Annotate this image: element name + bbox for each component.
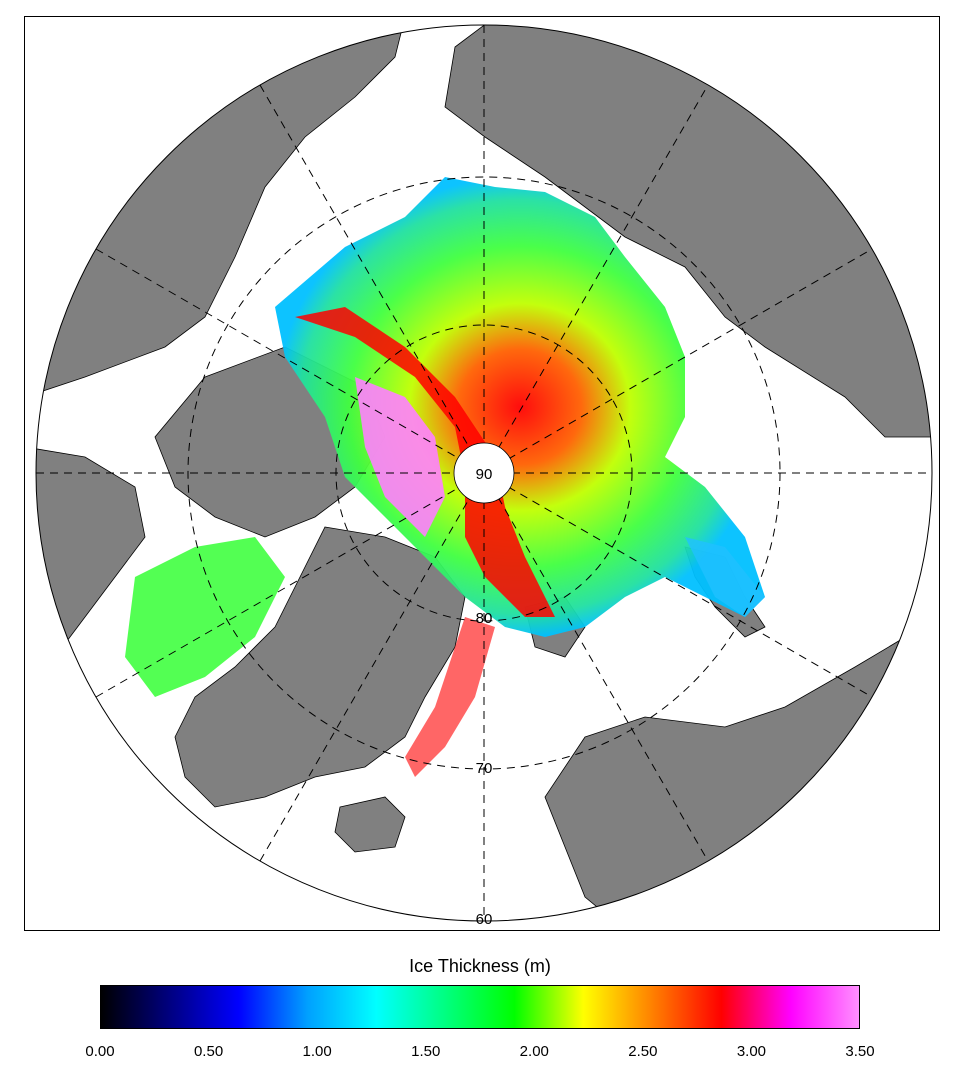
colorbar-gradient [100,985,860,1029]
colorbar-tick-label: 1.50 [411,1043,441,1060]
colorbar-tick-label: 2.50 [628,1043,658,1060]
colorbar-tick-label: 0.00 [85,1043,115,1060]
sea-ice-barents [685,537,765,617]
pole-hole [453,442,515,504]
colorbar-tick-label: 3.00 [736,1043,767,1060]
lat-label-70: 70 [476,760,493,777]
sea-ice [125,177,765,777]
sea-ice-thick-band [295,307,555,617]
map-frame: 90 80 70 60 [24,16,940,931]
lat-label-90: 90 [476,466,493,483]
sea-ice-thickest-region [355,377,445,537]
polar-map: 90 80 70 60 [35,24,933,928]
sea-ice-baffin [125,537,285,697]
colorbar-tick-label: 0.50 [193,1043,224,1060]
colorbar-tick-label: 1.00 [302,1043,332,1060]
lat-label-60: 60 [476,911,493,928]
colorbar [100,985,860,1029]
colorbar-tick-label: 3.50 [845,1043,875,1060]
map-boundary [35,24,933,922]
sea-ice-main [275,177,765,637]
legend-title: Ice Thickness (m) [409,956,551,976]
land-iceland [334,796,406,853]
lat-label-80: 80 [476,610,493,627]
sea-ice-east-greenland [405,617,495,777]
colorbar-tick-label: 2.00 [519,1043,549,1060]
